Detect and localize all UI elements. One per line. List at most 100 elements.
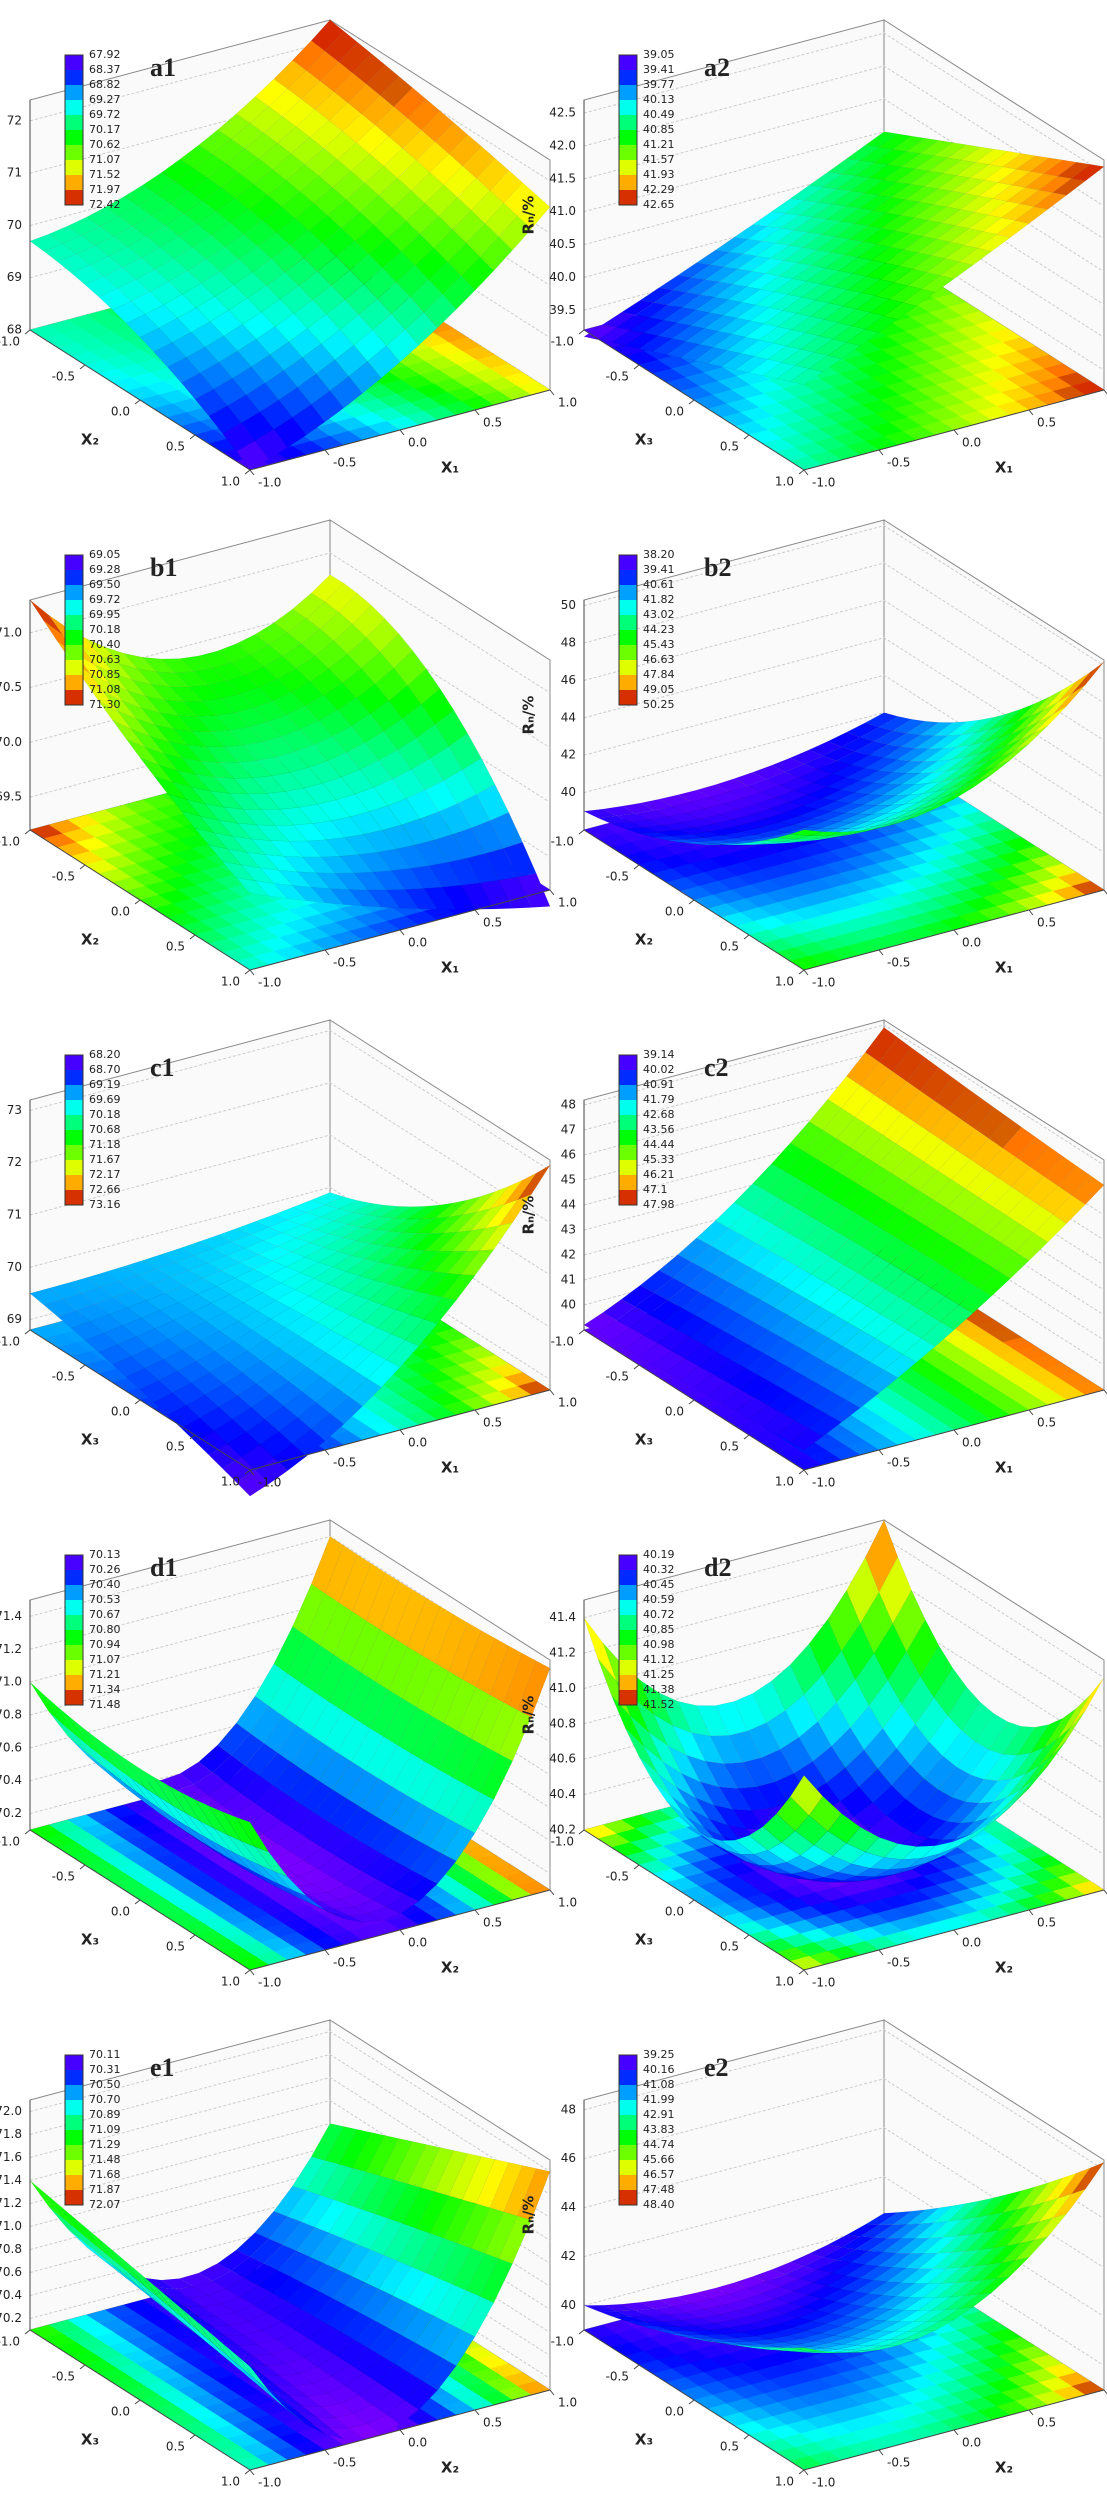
- x-tick-label: 0.0: [111, 1905, 130, 1919]
- x-tick-label: -0.5: [52, 1870, 75, 1884]
- surface-panel: 70.270.470.670.871.071.271.4-1.0-0.50.00…: [0, 1519, 577, 1990]
- x-tick: [244, 1969, 251, 1975]
- colorbar-label: 71.52: [89, 168, 121, 181]
- colorbar-label: 39.41: [643, 563, 675, 576]
- x-tick-label: 1.0: [221, 975, 240, 989]
- colorbar-label: 72.66: [89, 1183, 121, 1196]
- x-tick-label: 0.0: [111, 405, 130, 419]
- colorbar-swatch: [65, 1055, 83, 1071]
- x-tick-label: 0.5: [166, 1440, 185, 1454]
- colorbar-swatch: [619, 1675, 637, 1691]
- colorbar-label: 41.52: [643, 1698, 675, 1711]
- x-axis-label: X₃: [635, 1931, 653, 1949]
- x-tick-label: -1.0: [0, 835, 20, 849]
- y-tick-label: 0.5: [1037, 916, 1056, 930]
- colorbar-swatch: [619, 1645, 637, 1661]
- x-tick: [189, 434, 196, 440]
- colorbar-label: 39.05: [643, 48, 675, 61]
- x-tick: [633, 864, 640, 870]
- colorbar-label: 46.63: [643, 653, 675, 666]
- z-tick-label: 71.0: [0, 625, 22, 639]
- colorbar-label: 70.94: [89, 1638, 121, 1651]
- y-tick-label: -0.5: [333, 1456, 356, 1470]
- colorbar-swatch: [619, 1630, 637, 1646]
- x-tick-label: 0.5: [720, 940, 739, 954]
- grid-line: [583, 98, 1105, 240]
- colorbar-label: 39.41: [643, 63, 675, 76]
- colorbar-label: 69.27: [89, 93, 121, 106]
- y-tick-label: 0.5: [483, 916, 502, 930]
- y-tick: [878, 449, 884, 456]
- z-tick-label: 71.4: [0, 2173, 22, 2187]
- y-tick-label: 0.0: [962, 1936, 981, 1950]
- z-tick-label: 40: [561, 785, 576, 799]
- colorbar-swatch: [619, 645, 637, 661]
- z-tick-label: 40.0: [549, 270, 576, 284]
- z-tick-label: 71.2: [0, 2196, 22, 2210]
- z-tick-label: 71: [7, 166, 22, 180]
- colorbar-label: 70.40: [89, 1578, 121, 1591]
- y-tick-label: -0.5: [887, 1956, 910, 1970]
- colorbar-label: 70.18: [89, 1108, 121, 1121]
- z-tick-label: 42: [561, 748, 576, 762]
- y-tick-label: 0.0: [962, 436, 981, 450]
- y-tick: [474, 1409, 480, 1416]
- colorbar-label: 41.93: [643, 168, 675, 181]
- z-tick-label: 72.0: [0, 2104, 22, 2118]
- colorbar-label: 40.98: [643, 1638, 675, 1651]
- colorbar-swatch: [65, 1115, 83, 1131]
- surface-cell: [517, 194, 551, 230]
- z-tick-label: 70.0: [0, 735, 22, 749]
- colorbar-swatch: [65, 1175, 83, 1191]
- y-tick: [474, 909, 480, 916]
- colorbar-label: 44.23: [643, 623, 675, 636]
- colorbar-label: 68.37: [89, 63, 121, 76]
- x-tick-label: 0.0: [665, 1905, 684, 1919]
- colorbar-swatch: [619, 660, 637, 676]
- y-tick: [399, 929, 405, 936]
- colorbar-label: 70.67: [89, 1608, 121, 1621]
- colorbar-swatch: [619, 1070, 637, 1086]
- y-tick: [1028, 409, 1034, 416]
- colorbar-swatch: [619, 55, 637, 71]
- z-tick-label: 40.6: [549, 1752, 576, 1766]
- y-tick: [803, 1969, 809, 1976]
- colorbar-label: 71.34: [89, 1683, 121, 1696]
- colorbar-label: 45.33: [643, 1153, 675, 1166]
- x-tick-label: 1.0: [775, 1475, 794, 1489]
- colorbar-swatch: [65, 555, 83, 571]
- z-tick-label: 71.0: [0, 2219, 22, 2233]
- x-tick: [189, 1934, 196, 1940]
- panel-label: a1: [150, 53, 176, 82]
- x-tick: [79, 1364, 86, 1370]
- colorbar-label: 45.43: [643, 638, 675, 651]
- colorbar-swatch: [65, 190, 83, 206]
- colorbar-swatch: [65, 1675, 83, 1691]
- colorbar-label: 71.67: [89, 1153, 121, 1166]
- colorbar-swatch: [619, 675, 637, 691]
- x-tick-label: -1.0: [551, 1835, 574, 1849]
- colorbar-swatch: [619, 1190, 637, 1206]
- colorbar-swatch: [65, 130, 83, 146]
- x-tick-label: -0.5: [606, 1370, 629, 1384]
- surface-panel: 40.240.440.640.841.041.241.4-1.0-0.50.00…: [520, 1519, 1107, 1990]
- z-tick-label: 72: [7, 113, 22, 127]
- x-tick: [24, 1329, 31, 1335]
- z-tick-label: 69: [7, 1312, 22, 1326]
- y-tick-label: 0.0: [408, 936, 427, 950]
- z-tick-label: 47: [561, 1123, 576, 1137]
- x-tick: [798, 1469, 805, 1475]
- x-tick-label: -1.0: [551, 1335, 574, 1349]
- colorbar-swatch: [65, 615, 83, 631]
- x-tick: [798, 969, 805, 975]
- y-tick-label: -0.5: [887, 1456, 910, 1470]
- colorbar-swatch: [619, 600, 637, 616]
- colorbar-swatch: [619, 145, 637, 161]
- colorbar-label: 70.62: [89, 138, 121, 151]
- colorbar-swatch: [619, 1055, 637, 1071]
- z-axis-label: Rₙ/%: [520, 1196, 538, 1235]
- colorbar-swatch: [65, 1555, 83, 1571]
- z-tick-label: 70.2: [0, 2311, 22, 2325]
- colorbar-swatch: [65, 55, 83, 71]
- colorbar-swatch: [65, 630, 83, 646]
